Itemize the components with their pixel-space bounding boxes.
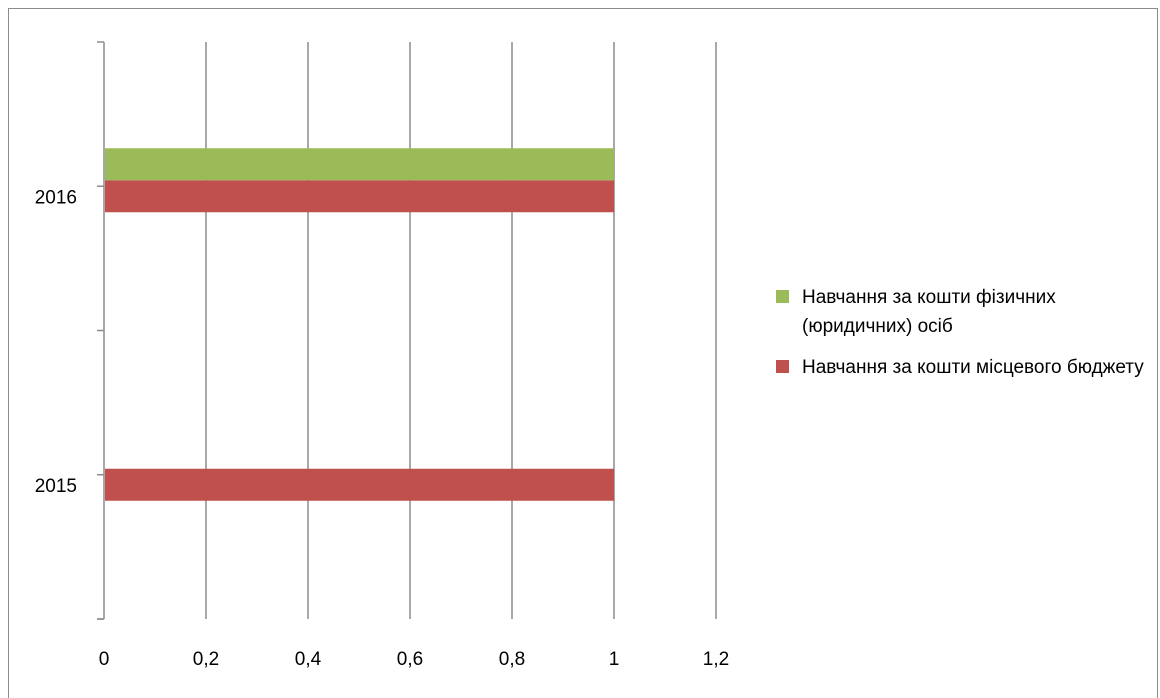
- x-tick-label-2: 0,4: [295, 649, 322, 670]
- x-tick-label-6: 1,2: [703, 649, 729, 670]
- legend-label-physical-persons: Навчання за кошти фізичних (юридичних) о…: [802, 287, 1056, 337]
- y-tick-label-2015: 2015: [35, 476, 77, 497]
- x-tick-label-3: 0,6: [397, 649, 423, 670]
- legend: Навчання за кошти фізичних (юридичних) о…: [776, 283, 1151, 394]
- y-tick-label-2016: 2016: [35, 187, 77, 208]
- bar-2015-series-0: [105, 468, 614, 501]
- legend-item-local-budget: Навчання за кошти місцевого бюджету: [776, 353, 1151, 382]
- axes: [97, 41, 105, 620]
- legend-label-local-budget: Навчання за кошти місцевого бюджету: [802, 357, 1144, 378]
- tick-labels: 0 0,2 0,4 0,6 0,8 1 1,2 2015 2016: [35, 187, 729, 670]
- gridlines: [205, 42, 717, 619]
- chart-frame: [8, 8, 1158, 698]
- legend-item-physical-persons: Навчання за кошти фізичних (юридичних) о…: [776, 283, 1151, 341]
- x-tick-label-1: 0,2: [193, 649, 219, 670]
- bar-chart: 0 0,2 0,4 0,6 0,8 1 1,2 2015 2016: [35, 41, 729, 670]
- x-tick-label-0: 0: [99, 649, 110, 670]
- legend-swatch-local-budget: [776, 360, 789, 373]
- x-tick-label-5: 1: [609, 649, 620, 670]
- bars: [105, 148, 614, 501]
- bar-2016-series-1: [105, 148, 614, 181]
- bar-2016-series-0: [105, 180, 614, 213]
- x-tick-label-4: 0,8: [499, 649, 525, 670]
- legend-swatch-physical-persons: [776, 290, 789, 303]
